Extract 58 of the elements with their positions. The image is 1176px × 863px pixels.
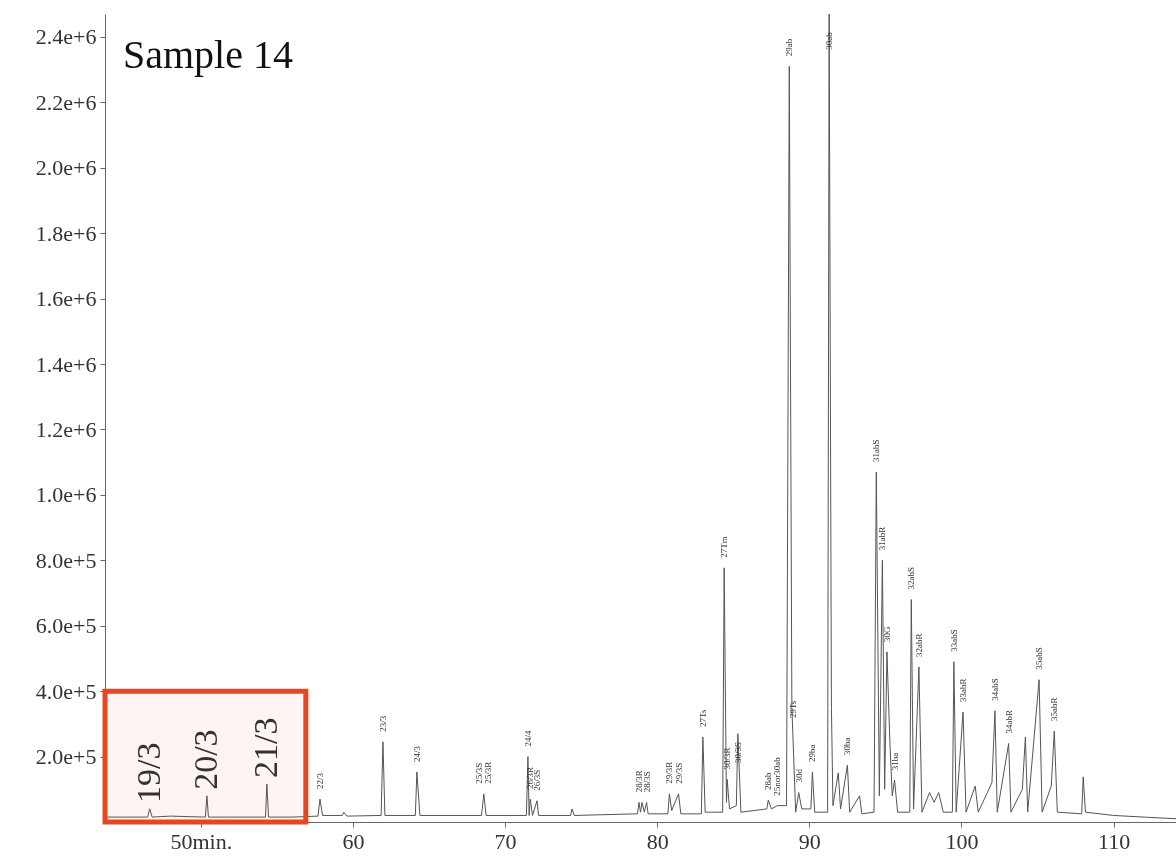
annotation: 29/3S xyxy=(673,762,684,784)
annotation: 30ba xyxy=(842,737,853,756)
y-tick-label: 2.2e+6 xyxy=(35,89,97,115)
annotation: 24/4 xyxy=(522,730,533,747)
line-series xyxy=(105,14,1176,820)
annotation: 30/3S xyxy=(732,741,743,763)
y-tick-label: 1.6e+6 xyxy=(35,286,97,312)
annotation: 31abR xyxy=(877,526,888,551)
x-tick-label: 110 xyxy=(1098,828,1131,854)
annotation: 31abS xyxy=(871,439,882,462)
annotation: 34abS xyxy=(989,678,1000,701)
annotation: 28ab xyxy=(763,772,774,791)
annotation: 25/3R xyxy=(483,761,494,784)
annotation: 22/3 xyxy=(314,772,325,790)
y-tick-label: 1.8e+6 xyxy=(35,220,97,246)
annotation: 31ba xyxy=(889,752,900,771)
annotation: 29ab xyxy=(784,38,795,57)
annotation: 28/3R xyxy=(633,770,644,793)
annotation: 24/3 xyxy=(411,745,422,762)
annotation: 20/3 xyxy=(186,729,224,790)
annotation: 27Tm xyxy=(719,536,730,558)
annotation: 34abR xyxy=(1003,709,1014,734)
annotation: 29/3R xyxy=(664,761,675,784)
annotation: 25/3S xyxy=(474,762,485,784)
annotation: 35abS xyxy=(1034,647,1045,670)
annotation: 29Ts xyxy=(788,700,799,719)
annotation: 33abS xyxy=(948,629,959,652)
annotation: 32abR xyxy=(913,633,924,657)
annotation: 30G xyxy=(881,625,892,642)
y-tick-label: 1.0e+6 xyxy=(35,482,97,508)
y-tick-label: 2.0e+6 xyxy=(35,155,97,181)
annotation: 28/3S xyxy=(641,771,652,793)
x-tick-label: 80 xyxy=(646,828,669,854)
annotation: 33abR xyxy=(958,678,969,703)
annotation: 30/3R xyxy=(722,747,733,770)
y-tick-label: 6.0e+5 xyxy=(35,613,97,639)
y-tick-label: 2.0e+5 xyxy=(35,744,97,770)
x-tick-label: 90 xyxy=(798,828,821,854)
y-tick-label: 1.2e+6 xyxy=(35,416,97,442)
annotation: 32abS xyxy=(906,567,917,590)
annotation: 29ba xyxy=(807,744,818,762)
x-tick-label: 100 xyxy=(945,828,979,854)
annotation: 19/3 xyxy=(129,742,167,803)
text: Sample 14 xyxy=(123,32,293,77)
y-tick-label: 2.4e+6 xyxy=(35,24,97,50)
annotation: 30ab xyxy=(824,31,835,50)
annotation: 30d xyxy=(793,768,804,783)
y-tick-label: 8.0e+5 xyxy=(35,547,97,573)
x-tick-label: 50min. xyxy=(170,828,233,854)
annotation: 35abR xyxy=(1049,697,1060,722)
annotation: 21/3 xyxy=(246,717,284,779)
annotation: 25nor30ab xyxy=(772,756,783,796)
x-tick-label: 70 xyxy=(494,828,517,854)
x-tick-label: 60 xyxy=(342,828,365,854)
y-tick-label: 1.4e+6 xyxy=(35,351,97,377)
annotation: 23/3 xyxy=(377,715,388,732)
annotation: 27Ts xyxy=(697,709,708,727)
y-tick-label: 4.0e+5 xyxy=(35,678,97,704)
